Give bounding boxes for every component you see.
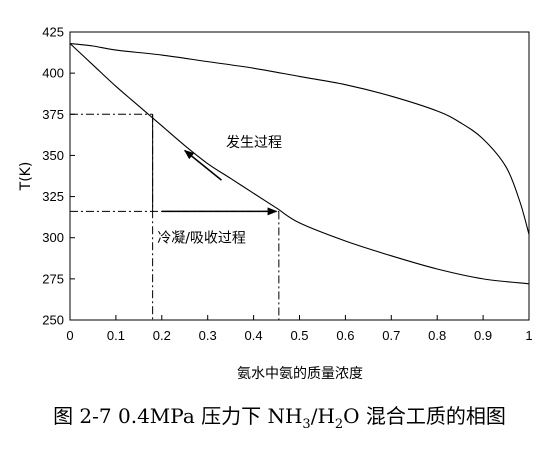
- axis-ticks: 0 0.1 0.2 0.3 0.4 0.5 0.6 0.7 0.8 0.9 1 250 275 300 32…: [42, 25, 532, 344]
- figure-caption: 图 2-7 0.4MPa 压力下 NH3/H2O 混合工质的相图: [0, 400, 559, 432]
- y-tick-label: 275: [42, 271, 64, 286]
- x-tick-label: 0.6: [336, 328, 354, 343]
- plot-area-frame: [69, 31, 530, 321]
- x-tick-label: 0.7: [382, 328, 400, 343]
- y-axis-title: T(K): [18, 162, 34, 192]
- x-tick-label: 0.1: [107, 328, 125, 343]
- x-tick-label: 0.4: [245, 328, 263, 343]
- dew-point-curve: [69, 42, 530, 235]
- process-arrow: [183, 149, 222, 181]
- x-tick-label: 0.8: [428, 328, 446, 343]
- caption-sub-1: 3: [302, 417, 311, 432]
- y-tick-label: 250: [42, 313, 64, 328]
- process-annotation: 冷凝/吸收过程: [157, 231, 246, 247]
- caption-mid: /H: [310, 404, 335, 428]
- x-tick-label: 0: [66, 328, 73, 343]
- y-tick-label: 350: [42, 148, 64, 163]
- x-tick-label: 0.5: [290, 328, 308, 343]
- y-tick-label: 400: [42, 66, 64, 81]
- caption-sub-2: 2: [334, 417, 344, 432]
- x-tick-label: 1: [525, 328, 532, 343]
- process-annotation: 发生过程: [226, 135, 282, 151]
- x-tick-label: 0.9: [474, 328, 492, 343]
- y-tick-label: 425: [42, 25, 64, 40]
- x-tick-label: 0.2: [153, 328, 171, 343]
- y-tick-label: 375: [42, 107, 64, 122]
- x-axis-title: 氨水中氨的质量浓度: [237, 366, 363, 382]
- caption-prefix: 图 2-7 0.4MPa 压力下 NH: [53, 404, 303, 428]
- caption-suffix: O 混合工质的相图: [343, 404, 506, 428]
- process-arrows: [161, 149, 278, 216]
- series-lines: [69, 42, 530, 285]
- y-tick-label: 300: [42, 230, 64, 245]
- bubble-point-curve: [69, 43, 530, 285]
- guide-lines: [70, 113, 280, 320]
- y-tick-label: 325: [42, 189, 64, 204]
- x-tick-label: 0.3: [199, 328, 217, 343]
